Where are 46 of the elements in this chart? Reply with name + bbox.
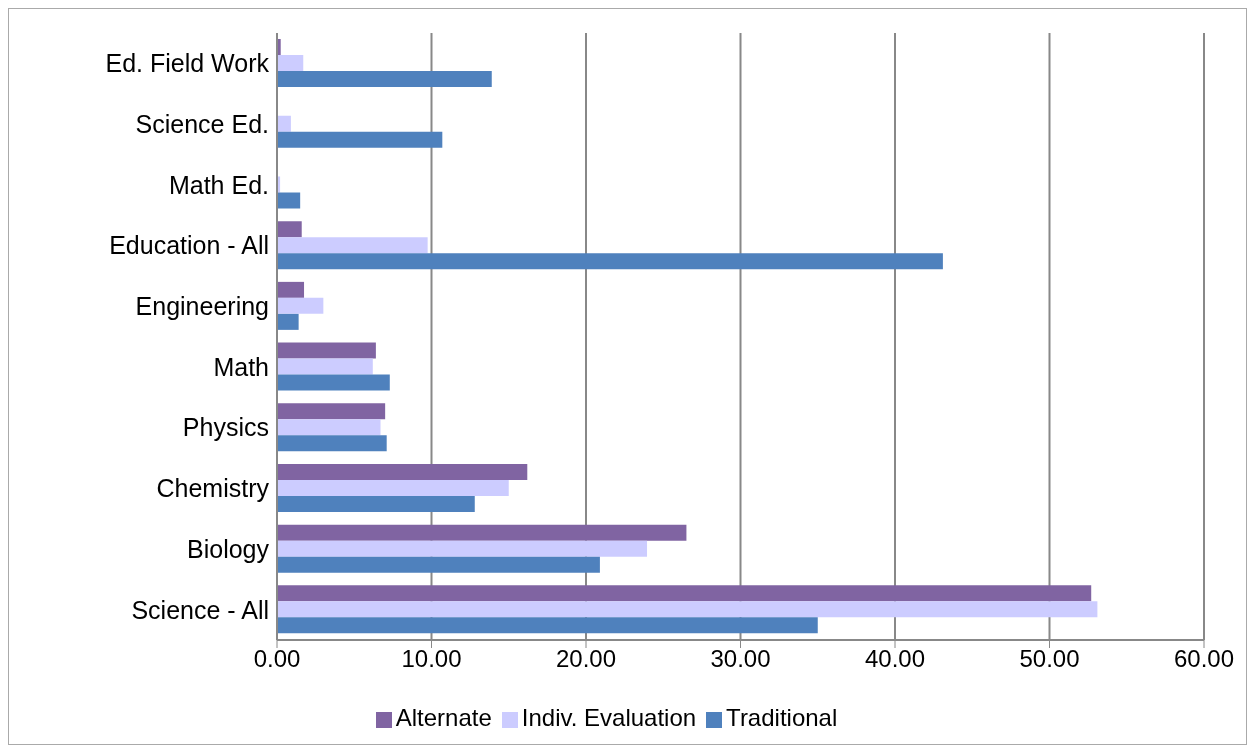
bar xyxy=(277,55,304,72)
bar xyxy=(277,221,302,238)
bar xyxy=(277,585,1092,602)
y-tick-label: Math xyxy=(213,352,269,381)
y-tick-label: Physics xyxy=(182,413,269,442)
bar xyxy=(277,71,492,88)
bar xyxy=(277,297,324,314)
x-tick-label: 0.00 xyxy=(253,645,301,673)
bar xyxy=(277,495,475,512)
y-tick-label: Education - All xyxy=(109,231,269,260)
legend-label: Indiv. Evaluation xyxy=(521,704,697,731)
bar xyxy=(277,540,648,557)
y-tick-label: Science Ed. xyxy=(135,109,269,138)
bar xyxy=(277,115,291,132)
legend-label: Alternate xyxy=(395,704,492,731)
legend-label: Traditional xyxy=(726,704,838,731)
bar xyxy=(277,524,687,541)
y-tick-label: Ed. Field Work xyxy=(105,49,270,78)
y-tick-label: Math Ed. xyxy=(168,170,269,199)
bar xyxy=(277,281,305,298)
bar xyxy=(277,313,299,330)
bar xyxy=(277,403,386,420)
bar xyxy=(277,556,600,573)
x-tick-label: 30.00 xyxy=(710,645,771,673)
x-tick-label: 40.00 xyxy=(864,645,926,673)
bar xyxy=(277,463,528,480)
x-tick-label: 10.00 xyxy=(401,645,462,673)
bar xyxy=(277,419,381,436)
x-tick-label: 60.00 xyxy=(1173,645,1235,673)
bar xyxy=(277,342,376,359)
y-tick-label: Engineering xyxy=(135,292,269,321)
y-tick-label: Chemistry xyxy=(156,474,270,503)
y-tick-label: Science - All xyxy=(131,595,269,624)
bar xyxy=(277,601,1098,618)
bar xyxy=(277,358,373,375)
bar xyxy=(277,192,301,209)
bar xyxy=(277,617,818,634)
bar xyxy=(277,374,390,391)
bar xyxy=(277,253,943,270)
bar xyxy=(277,435,387,452)
bar xyxy=(277,479,509,496)
x-tick-label: 50.00 xyxy=(1019,645,1080,673)
y-tick-label: Biology xyxy=(187,534,270,563)
bar xyxy=(277,131,443,148)
bar xyxy=(277,237,428,254)
x-tick-label: 20.00 xyxy=(555,645,617,673)
